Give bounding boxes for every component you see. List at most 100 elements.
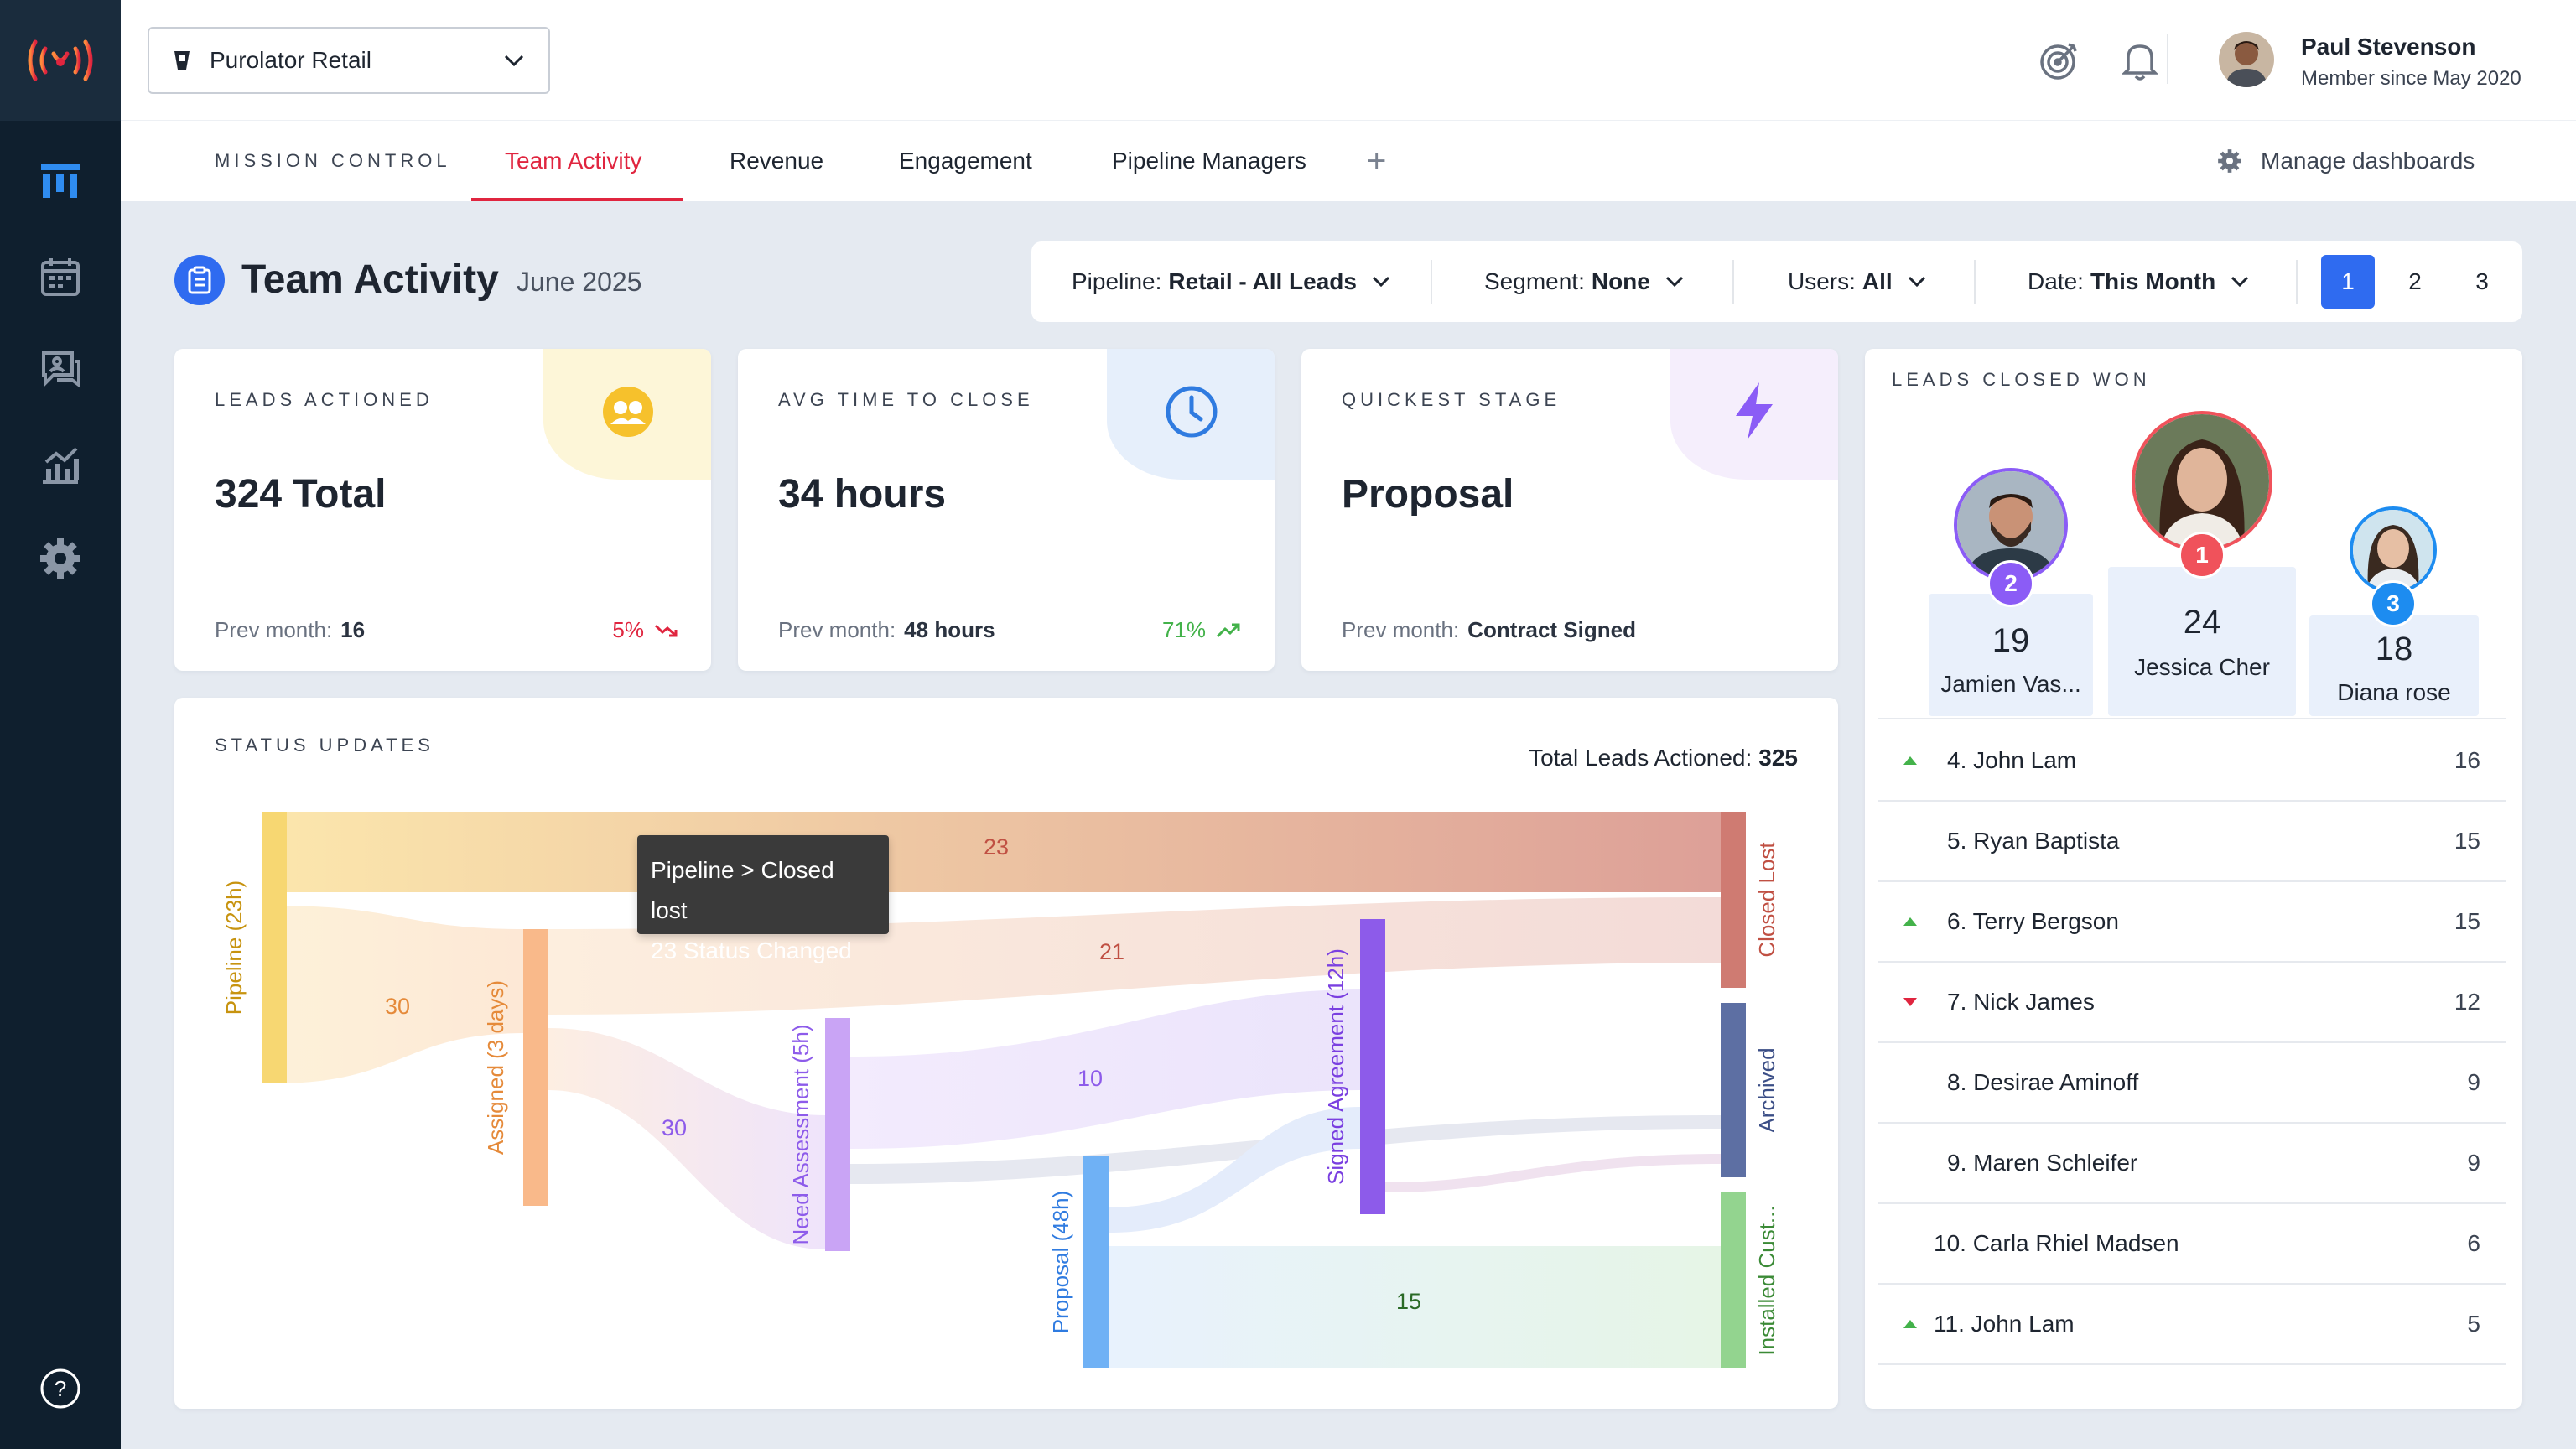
users-filter[interactable]: Users: All bbox=[1788, 242, 1926, 322]
filter-value: All bbox=[1862, 268, 1893, 294]
podium-third[interactable]: 18 Diana rose bbox=[2309, 615, 2479, 716]
brand-logo[interactable] bbox=[0, 0, 121, 121]
clock-icon bbox=[1166, 386, 1218, 438]
chart-tooltip: Pipeline > Closed lost 23 Status Changed bbox=[637, 835, 889, 963]
divider bbox=[2296, 260, 2298, 304]
total-leads: Total Leads Actioned: 325 bbox=[1529, 745, 1798, 771]
top-bar: Purolator Retail Paul Stevenson Member s… bbox=[121, 0, 2576, 121]
divider bbox=[1732, 260, 1734, 304]
leaderboard-row[interactable]: 5. Ryan Baptista 15 bbox=[1878, 802, 2506, 882]
org-selector[interactable]: Purolator Retail bbox=[148, 27, 550, 94]
podium-score: 18 bbox=[2375, 631, 2413, 667]
total-leads-label: Total Leads Actioned: bbox=[1529, 745, 1753, 771]
kpi-label: LEADS ACTIONED bbox=[215, 389, 434, 410]
trend-up-icon bbox=[1903, 917, 1917, 926]
chat-icon[interactable] bbox=[35, 345, 86, 396]
trend-down-icon bbox=[654, 624, 678, 636]
section-title: LEADS CLOSED WON bbox=[1892, 369, 2151, 390]
podium-second[interactable]: 19 Jamien Vas... bbox=[1929, 594, 2093, 716]
leader-name: 9. Maren Schleifer bbox=[1947, 1150, 2138, 1176]
podium-name: Jessica Cher bbox=[2134, 654, 2270, 680]
kpi-value: Proposal bbox=[1342, 472, 1514, 517]
avatar bbox=[2132, 411, 2272, 552]
sidebar: ? bbox=[0, 0, 121, 1449]
tab-pipeline-managers[interactable]: Pipeline Managers bbox=[1112, 148, 1306, 174]
kpi-prev-label: Prev month: bbox=[215, 617, 333, 642]
leader-name: 5. Ryan Baptista bbox=[1947, 828, 2120, 854]
podium-name: Diana rose bbox=[2337, 679, 2451, 705]
kpi-change-value: 71% bbox=[1161, 617, 1206, 642]
lightning-icon bbox=[1736, 382, 1773, 439]
page-button-3[interactable]: 3 bbox=[2475, 268, 2489, 294]
filter-value: This Month bbox=[2090, 268, 2216, 294]
filter-value: None bbox=[1591, 268, 1650, 294]
filter-label: Date: bbox=[2028, 268, 2084, 294]
clipboard-icon bbox=[174, 255, 225, 305]
leaderboard-row[interactable]: 7. Nick James 12 bbox=[1878, 963, 2506, 1043]
kpi-prev: Prev month: 48 hours bbox=[778, 617, 995, 643]
page-date: June 2025 bbox=[517, 267, 642, 297]
divider bbox=[2167, 34, 2168, 84]
kpi-prev-value: Contract Signed bbox=[1467, 617, 1636, 642]
kpi-card-leads-actioned: LEADS ACTIONED 324 Total Prev month: 16 5… bbox=[174, 349, 711, 671]
tab-team-activity[interactable]: Team Activity bbox=[505, 148, 642, 174]
tooltip-detail: 23 Status Changed bbox=[651, 937, 852, 963]
tab-revenue[interactable]: Revenue bbox=[730, 148, 824, 174]
tab-engagement[interactable]: Engagement bbox=[899, 148, 1032, 174]
filter-label: Segment: bbox=[1484, 268, 1585, 294]
kpi-prev: Prev month: 16 bbox=[215, 617, 365, 643]
leaderboard-row[interactable]: 11. John Lam 5 bbox=[1878, 1285, 2506, 1365]
leader-score: 9 bbox=[2467, 1069, 2480, 1095]
calendar-icon[interactable] bbox=[35, 252, 86, 302]
kpi-card-avg-time: AVG TIME TO CLOSE 34 hours Prev month: 48… bbox=[738, 349, 1275, 671]
leaderboard-row[interactable]: 8. Desirae Aminoff 9 bbox=[1878, 1043, 2506, 1124]
podium-name: Jamien Vas... bbox=[1940, 671, 2081, 697]
broadcast-icon bbox=[28, 39, 93, 81]
manage-dashboards-label: Manage dashboards bbox=[2261, 148, 2475, 174]
filter-label: Users: bbox=[1788, 268, 1856, 294]
date-filter[interactable]: Date: This Month bbox=[2028, 242, 2249, 322]
org-name: Purolator Retail bbox=[210, 47, 371, 73]
kpi-prev: Prev month: Contract Signed bbox=[1342, 617, 1636, 643]
trend-up-icon bbox=[1216, 623, 1240, 637]
segment-filter[interactable]: Segment: None bbox=[1484, 242, 1684, 322]
analytics-icon[interactable] bbox=[35, 439, 86, 490]
manage-dashboards-button[interactable]: Manage dashboards bbox=[2217, 121, 2475, 201]
kpi-change: 71% bbox=[1162, 617, 1241, 643]
page-button-2[interactable]: 2 bbox=[2408, 268, 2422, 294]
active-tab-indicator bbox=[471, 198, 683, 201]
bell-icon[interactable] bbox=[2116, 37, 2163, 84]
rank-badge: 2 bbox=[1987, 560, 2034, 607]
kpi-prev-label: Prev month: bbox=[778, 617, 896, 642]
target-icon[interactable] bbox=[2036, 37, 2083, 84]
leaderboard-row[interactable]: 4. John Lam 16 bbox=[1878, 721, 2506, 802]
trend-up-icon bbox=[1903, 1320, 1917, 1328]
help-icon[interactable]: ? bbox=[35, 1363, 86, 1414]
add-tab-button[interactable]: + bbox=[1367, 142, 1387, 179]
rank-badge: 1 bbox=[2179, 532, 2225, 579]
pipeline-filter[interactable]: Pipeline: Retail - All Leads bbox=[1072, 242, 1390, 322]
dashboard-icon[interactable] bbox=[35, 156, 86, 206]
tab-mission-control[interactable]: MISSION CONTROL bbox=[215, 150, 451, 171]
chevron-down-icon bbox=[1908, 276, 1925, 288]
leaderboard-row[interactable]: 9. Maren Schleifer 9 bbox=[1878, 1124, 2506, 1204]
tab-bar: MISSION CONTROL Team Activity Revenue En… bbox=[121, 121, 2576, 201]
kpi-label: QUICKEST STAGE bbox=[1342, 389, 1561, 410]
podium-first[interactable]: 24 Jessica Cher bbox=[2108, 567, 2296, 716]
org-icon bbox=[174, 51, 190, 70]
page-title: Team Activity bbox=[242, 257, 499, 302]
leader-name: 8. Desirae Aminoff bbox=[1947, 1069, 2139, 1095]
gear-icon bbox=[2218, 149, 2241, 173]
filter-value: Retail - All Leads bbox=[1168, 268, 1357, 294]
kpi-prev-label: Prev month: bbox=[1342, 617, 1460, 642]
leader-name: 6. Terry Bergson bbox=[1947, 908, 2119, 934]
trend-up-icon bbox=[1903, 756, 1917, 765]
user-avatar[interactable] bbox=[2219, 32, 2274, 87]
divider bbox=[1974, 260, 1976, 304]
section-title: STATUS UPDATES bbox=[215, 735, 434, 756]
page-button-1[interactable]: 1 bbox=[2321, 255, 2375, 309]
user-name: Paul Stevenson bbox=[2301, 34, 2476, 60]
leaderboard-row[interactable]: 6. Terry Bergson 15 bbox=[1878, 882, 2506, 963]
settings-icon[interactable] bbox=[35, 533, 86, 584]
leaderboard-row[interactable]: 10. Carla Rhiel Madsen 6 bbox=[1878, 1204, 2506, 1285]
